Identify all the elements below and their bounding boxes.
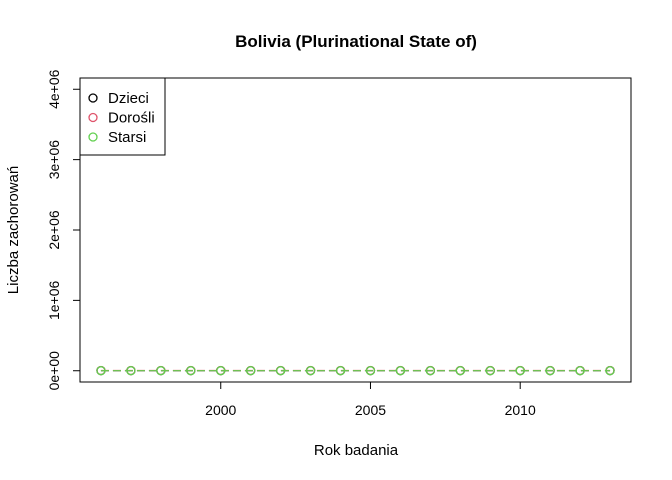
x-tick-label: 2000 (205, 402, 236, 418)
data-point (246, 366, 256, 376)
data-point (126, 366, 136, 376)
data-point (365, 366, 376, 376)
legend-label: Dzieci (108, 90, 149, 107)
data-point (485, 366, 495, 376)
data-point (605, 366, 615, 376)
data-point (425, 366, 436, 376)
y-tick-label: 1e+06 (46, 281, 62, 321)
legend-marker (88, 132, 98, 142)
legend-marker (88, 112, 98, 123)
series-layer (96, 365, 615, 376)
x-axis: 2000 2005 2010 (205, 382, 536, 418)
data-point (515, 366, 525, 376)
data-point (575, 366, 585, 376)
series-Starsi (96, 366, 615, 376)
x-tick-label: 2010 (505, 402, 536, 418)
legend-label: Dorośli (108, 110, 155, 127)
y-axis: 0e+00 1e+06 2e+06 3e+06 4e+06 (46, 69, 80, 390)
data-point (216, 366, 226, 376)
y-axis-label: Liczba zachorowań (5, 166, 22, 294)
y-tick-label: 2e+06 (46, 210, 62, 250)
legend-marker (88, 93, 98, 103)
data-point (455, 366, 465, 376)
y-tick-label: 0e+00 (46, 351, 62, 391)
data-point (335, 366, 346, 376)
data-point (395, 366, 406, 376)
plot-frame (79, 77, 632, 383)
data-point (96, 366, 106, 376)
legend: Dzieci Dorośli Starsi (79, 77, 166, 156)
data-point (545, 366, 555, 376)
data-point (275, 366, 286, 376)
y-tick-label: 3e+06 (46, 140, 62, 180)
y-tick-label: 4e+06 (46, 69, 62, 109)
chart-title: Bolivia (Plurinational State of) (235, 32, 477, 51)
data-point (305, 366, 316, 376)
x-tick-label: 2005 (355, 402, 386, 418)
legend-box (79, 77, 166, 156)
x-axis-label: Rok badania (314, 442, 399, 459)
data-point (156, 366, 166, 376)
data-point (186, 366, 196, 376)
legend-label: Starsi (108, 129, 146, 146)
